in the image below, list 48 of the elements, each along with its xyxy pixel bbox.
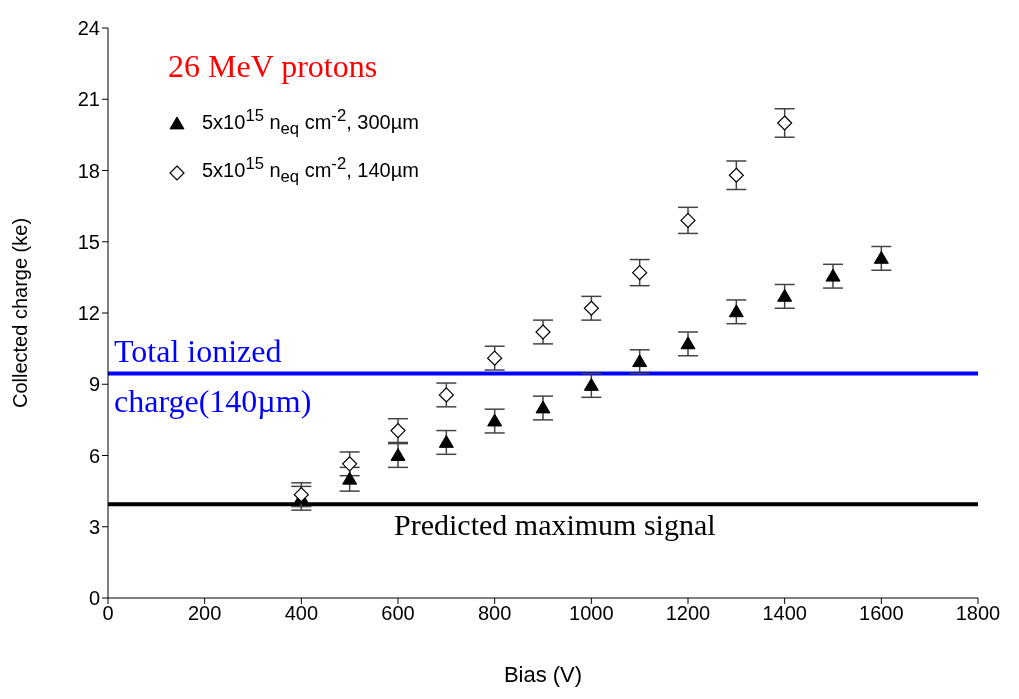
point [342, 471, 358, 485]
point [390, 448, 406, 461]
y-tick-label: 21 [77, 88, 100, 111]
x-tick-label: 1600 [859, 602, 904, 625]
x-tick-label: 400 [284, 602, 319, 625]
x-tick-label: 200 [187, 602, 222, 625]
point [342, 456, 358, 472]
point [390, 422, 406, 439]
x-tick-label: 800 [477, 602, 512, 625]
legend-label: 5x10$^{15}$ n$_{eq}$ cm$^{-2}$, 300µm [202, 106, 419, 138]
point [632, 354, 648, 368]
point [535, 324, 551, 340]
point [680, 212, 696, 228]
y-tick-label: 18 [77, 159, 100, 182]
y-tick-label: 0 [88, 587, 100, 610]
point [777, 115, 793, 131]
point [632, 265, 648, 281]
point [583, 300, 599, 316]
point [438, 387, 454, 403]
x-tick-label: 1800 [955, 602, 1001, 625]
ref-line-label: Total ionized charge(140µm) [114, 332, 312, 419]
y-tick-label: 6 [88, 444, 100, 467]
point [680, 336, 696, 350]
point [728, 304, 744, 318]
x-tick-label: 1400 [762, 602, 807, 625]
point [535, 400, 551, 414]
x-axis-title: Bias (V) [503, 661, 583, 687]
y-tick-label: 9 [88, 373, 100, 396]
annotation: 26 MeV protons [168, 48, 378, 85]
point [825, 268, 841, 282]
ref-line-label: Predicted maximum signal [394, 508, 716, 542]
x-tick-label: 600 [381, 602, 415, 625]
point [438, 434, 454, 448]
y-tick-label: 15 [77, 230, 100, 253]
x-tick-label: 1200 [665, 602, 711, 625]
legend-label: 5x10$^{15}$ n$_{eq}$ cm$^{-2}$, 140µm [202, 154, 419, 187]
point [487, 350, 503, 366]
point [487, 413, 503, 427]
x-tick-label: 1000 [569, 602, 614, 625]
point [583, 377, 599, 391]
y-axis-title: Collected charge (ke) [9, 217, 32, 409]
point [873, 250, 889, 264]
y-tick-label: 24 [77, 17, 100, 40]
x-tick-label: 0 [102, 602, 114, 625]
y-tick-label: 12 [77, 302, 100, 325]
point [728, 167, 744, 183]
y-tick-label: 3 [88, 515, 100, 538]
point [777, 288, 793, 302]
